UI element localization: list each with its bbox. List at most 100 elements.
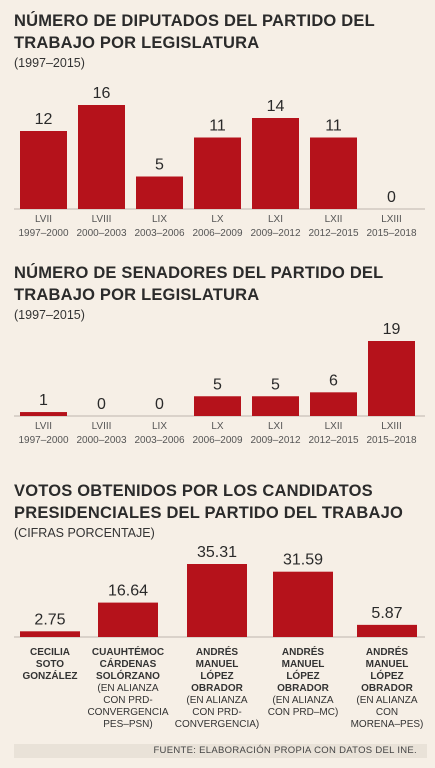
diputados-bar	[252, 118, 299, 209]
chart2-title: NÚMERO DE SENADORES DEL PARTIDO DEL TRAB…	[14, 264, 384, 304]
candidate-name-line: OBRADOR	[191, 683, 243, 694]
candidate-name-line: LÓPEZ	[370, 669, 403, 682]
senadores-value-label: 5	[271, 376, 280, 393]
candidate-name-line: CECILIA	[30, 647, 70, 658]
senadores-value-label: 0	[155, 396, 164, 413]
senadores-tick-legislature: LXIII	[381, 421, 402, 432]
senadores-chart: 1 LVII 1997–2000 0 LVIII 2000–2003 0 LIX 2003–20…	[14, 322, 425, 446]
diputados-value-label: 11	[209, 118, 226, 135]
senadores-bar	[252, 396, 299, 416]
senadores-bar	[194, 396, 241, 416]
candidate-name-line: ANDRÉS	[366, 645, 409, 658]
diputados-tick-legislature: LVIII	[92, 214, 112, 225]
senadores-value-label: 19	[383, 322, 401, 338]
candidate-name-line: SOLÓRZANO	[96, 669, 160, 682]
candidate-name-line: CUAUHTÉMOC	[92, 645, 164, 658]
diputados-tick-legislature: LXI	[268, 214, 283, 225]
votos-bar	[273, 571, 333, 637]
candidate-name-line: CÁRDENAS	[100, 657, 157, 670]
senadores-tick-period: 1997–2000	[18, 435, 68, 446]
votos-value-label: 35.31	[197, 544, 237, 561]
diputados-bar	[136, 176, 183, 209]
votos-value-label: 2.75	[34, 611, 65, 628]
candidate-name-line: LÓPEZ	[200, 669, 233, 682]
diputados-value-label: 12	[35, 111, 53, 128]
candidate-name-line: MANUEL	[366, 659, 409, 670]
senadores-tick-legislature: LVIII	[92, 421, 112, 432]
diputados-value-label: 11	[325, 118, 342, 135]
votos-bar	[357, 624, 417, 637]
votos-bar	[187, 564, 247, 637]
senadores-tick-period: 2000–2003	[76, 435, 126, 446]
senadores-value-label: 1	[39, 392, 48, 409]
diputados-value-label: 5	[155, 157, 164, 174]
diputados-tick-legislature: LVII	[35, 214, 52, 225]
source-note: FUENTE: ELABORACIÓN PROPIA CON DATOS DEL…	[14, 744, 427, 758]
votos-value-label: 16.64	[108, 583, 148, 600]
diputados-tick-period: 2003–2006	[134, 228, 184, 239]
candidate-name-line: ANDRÉS	[196, 645, 239, 658]
candidate-alliance-line: CONVERGENCIA	[87, 707, 168, 718]
senadores-bar	[310, 392, 357, 416]
votos-bar	[98, 602, 158, 637]
senadores-tick-legislature: LX	[211, 421, 224, 432]
candidate-alliance-line: CON PRD-	[103, 695, 152, 706]
senadores-bar	[368, 341, 415, 416]
votos-value-label: 5.87	[371, 605, 402, 622]
candidate-name-line: ANDRÉS	[282, 645, 325, 658]
diputados-tick-period: 2015–2018	[366, 228, 416, 239]
candidate-name-line: MANUEL	[196, 659, 239, 670]
diputados-value-label: 14	[267, 98, 285, 115]
senadores-tick-period: 2009–2012	[250, 435, 300, 446]
diputados-bar	[78, 105, 125, 209]
chart1-title: NÚMERO DE DIPUTADOS DEL PARTIDO DEL TRAB…	[14, 12, 375, 52]
votos-value-label: 31.59	[283, 552, 323, 569]
senadores-value-label: 0	[97, 396, 106, 413]
diputados-tick-legislature: LXII	[325, 214, 343, 225]
candidate-name-line: OBRADOR	[277, 683, 329, 694]
chart2-subtitle: (1997–2015)	[14, 308, 85, 322]
diputados-chart: 12 LVII 1997–2000 16 LVIII 2000–2003 5 LIX 2003–…	[14, 85, 425, 239]
diputados-bar	[194, 137, 241, 209]
candidate-alliance-line: (EN ALIANZA	[97, 683, 158, 694]
candidate-alliance-line: (EN ALIANZA	[186, 695, 247, 706]
candidate-name-line: SOTO	[36, 659, 64, 670]
diputados-tick-period: 2006–2009	[192, 228, 242, 239]
chart3-title: VOTOS OBTENIDOS POR LOS CANDIDATOS PRESI…	[14, 482, 403, 522]
senadores-tick-period: 2006–2009	[192, 435, 242, 446]
senadores-tick-period: 2003–2006	[134, 435, 184, 446]
diputados-tick-period: 1997–2000	[18, 228, 68, 239]
candidate-name-line: GONZÁLEZ	[23, 669, 78, 682]
diputados-value-label: 0	[387, 189, 396, 206]
senadores-tick-legislature: LXI	[268, 421, 283, 432]
diputados-tick-legislature: LX	[211, 214, 224, 225]
candidate-alliance-line: CON PRD-	[192, 707, 241, 718]
chart1-subtitle: (1997–2015)	[14, 56, 85, 70]
candidate-alliance-line: (EN ALIANZA	[356, 695, 417, 706]
diputados-bar	[20, 131, 67, 209]
senadores-tick-period: 2012–2015	[308, 435, 358, 446]
diputados-tick-period: 2000–2003	[76, 228, 126, 239]
senadores-tick-period: 2015–2018	[366, 435, 416, 446]
diputados-tick-period: 2009–2012	[250, 228, 300, 239]
diputados-tick-period: 2012–2015	[308, 228, 358, 239]
candidate-alliance-line: CON PRD–MC)	[268, 707, 339, 718]
senadores-tick-legislature: LXII	[325, 421, 343, 432]
senadores-value-label: 6	[329, 372, 338, 389]
senadores-tick-legislature: LIX	[152, 421, 167, 432]
candidate-name-line: LÓPEZ	[286, 669, 319, 682]
candidate-alliance-line: CONVERGENCIA)	[175, 719, 259, 730]
candidate-alliance-line: MORENA–PES)	[351, 719, 424, 730]
diputados-tick-legislature: LIX	[152, 214, 167, 225]
chart3-subtitle: (CIFRAS PORCENTAJE)	[14, 526, 155, 540]
candidate-alliance-line: (EN ALIANZA	[272, 695, 333, 706]
senadores-bar	[20, 412, 67, 416]
senadores-tick-legislature: LVII	[35, 421, 52, 432]
candidate-name-line: OBRADOR	[361, 683, 413, 694]
diputados-tick-legislature: LXIII	[381, 214, 402, 225]
senadores-value-label: 5	[213, 376, 222, 393]
candidate-alliance-line: CON	[376, 707, 398, 718]
diputados-value-label: 16	[93, 85, 111, 102]
diputados-bar	[310, 137, 357, 209]
